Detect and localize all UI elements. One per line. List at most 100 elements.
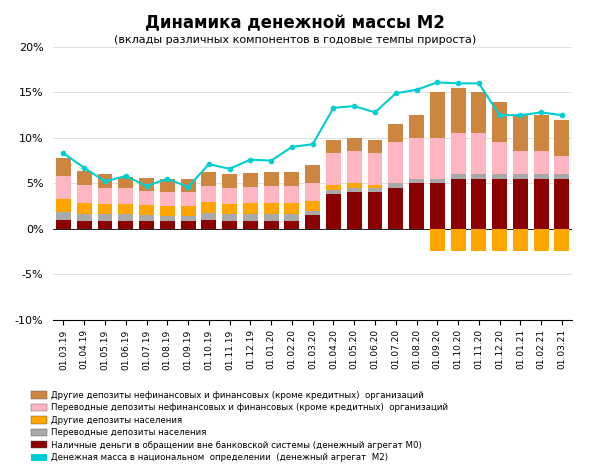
Bar (347, 192, 362, 229)
Bar (119, 214, 133, 220)
Bar (555, 156, 569, 174)
Bar (555, 179, 569, 229)
Bar (181, 192, 195, 206)
Bar (305, 211, 320, 215)
Bar (555, 174, 569, 179)
Bar (492, 179, 507, 229)
Bar (160, 206, 175, 216)
Bar (368, 188, 382, 192)
Bar (388, 142, 403, 183)
Bar (160, 179, 175, 192)
Bar (430, 93, 445, 138)
Bar (534, 229, 549, 251)
Bar (368, 153, 382, 185)
Bar (513, 151, 528, 174)
Bar (347, 138, 362, 151)
Bar (451, 133, 466, 174)
Bar (56, 219, 71, 229)
Bar (326, 190, 341, 194)
Bar (534, 151, 549, 174)
Bar (243, 220, 258, 229)
Bar (201, 172, 217, 186)
Bar (326, 194, 341, 229)
Bar (326, 140, 341, 153)
Bar (347, 188, 362, 192)
Bar (77, 220, 91, 229)
Bar (222, 220, 237, 229)
Bar (388, 183, 403, 188)
Bar (243, 204, 258, 214)
Bar (492, 174, 507, 179)
Bar (492, 142, 507, 174)
Bar (471, 229, 486, 251)
Bar (284, 204, 299, 214)
Bar (119, 188, 133, 204)
Bar (388, 188, 403, 229)
Bar (139, 205, 154, 215)
Bar (201, 203, 217, 213)
Bar (181, 221, 195, 229)
Bar (97, 221, 113, 229)
Bar (160, 192, 175, 206)
Bar (368, 140, 382, 153)
Bar (347, 151, 362, 183)
Bar (284, 220, 299, 229)
Bar (409, 138, 424, 179)
Bar (264, 214, 278, 220)
Bar (264, 186, 278, 204)
Bar (305, 202, 320, 211)
Bar (243, 187, 258, 204)
Bar (222, 214, 237, 220)
Bar (201, 219, 217, 229)
Bar (139, 221, 154, 229)
Bar (471, 133, 486, 174)
Bar (305, 165, 320, 183)
Bar (77, 185, 91, 204)
Bar (409, 183, 424, 229)
Bar (471, 93, 486, 133)
Bar (305, 183, 320, 202)
Legend: Другие депозиты нефинансовых и финансовых (кроме кредитных)  организаций, Перево: Другие депозиты нефинансовых и финансовы… (28, 388, 452, 466)
Bar (160, 216, 175, 221)
Bar (77, 172, 91, 185)
Bar (222, 204, 237, 214)
Bar (471, 179, 486, 229)
Bar (534, 115, 549, 151)
Bar (56, 176, 71, 199)
Bar (181, 206, 195, 216)
Bar (451, 88, 466, 133)
Bar (264, 172, 278, 186)
Bar (388, 124, 403, 142)
Bar (56, 212, 71, 219)
Bar (222, 174, 237, 188)
Bar (430, 183, 445, 229)
Bar (513, 229, 528, 251)
Bar (264, 204, 278, 214)
Bar (430, 229, 445, 251)
Bar (534, 179, 549, 229)
Bar (326, 153, 341, 185)
Bar (555, 120, 569, 156)
Bar (284, 186, 299, 204)
Bar (119, 204, 133, 214)
Bar (119, 177, 133, 188)
Bar (409, 179, 424, 183)
Bar (97, 214, 113, 221)
Bar (77, 204, 91, 214)
Bar (56, 158, 71, 176)
Bar (181, 216, 195, 221)
Bar (471, 174, 486, 179)
Bar (139, 215, 154, 221)
Bar (181, 179, 195, 192)
Bar (430, 138, 445, 179)
Bar (139, 191, 154, 205)
Bar (201, 213, 217, 219)
Bar (451, 179, 466, 229)
Bar (160, 221, 175, 229)
Bar (97, 174, 113, 188)
Bar (201, 186, 217, 203)
Bar (243, 214, 258, 220)
Bar (492, 102, 507, 142)
Bar (264, 220, 278, 229)
Bar (513, 179, 528, 229)
